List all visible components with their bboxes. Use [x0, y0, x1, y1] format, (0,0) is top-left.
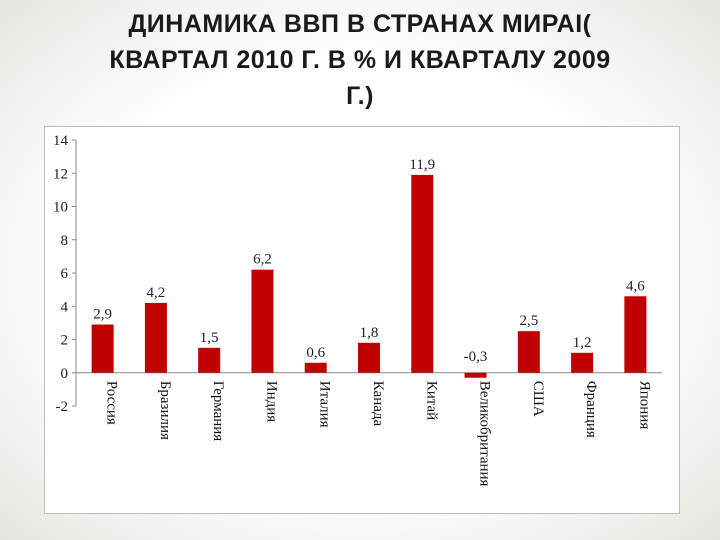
bar: [251, 269, 274, 373]
data-label: 4,2: [147, 285, 166, 301]
data-label: -0,3: [464, 349, 488, 365]
category-label: Германия: [210, 381, 226, 442]
data-label: 1,2: [573, 335, 592, 351]
y-tick-label: 4: [61, 299, 69, 315]
y-tick-label: -2: [56, 399, 69, 415]
y-tick-label: 2: [61, 333, 69, 349]
category-label: Франция: [583, 381, 599, 438]
data-label: 0,6: [306, 345, 325, 361]
title-line-2: КВАРТАЛ 2010 Г. В % И КВАРТАЛУ 2009: [109, 46, 611, 74]
bar: [198, 347, 221, 373]
chart-bars: [91, 174, 647, 378]
y-tick-label: 14: [53, 133, 69, 149]
data-label: 6,2: [253, 252, 272, 268]
bar: [304, 362, 327, 373]
category-label: США: [530, 381, 546, 417]
bar: [517, 331, 540, 373]
category-label: Италия: [317, 381, 333, 428]
y-tick-label: 8: [61, 233, 69, 249]
bar: [91, 324, 114, 373]
bar: [411, 174, 434, 373]
y-tick-label: 10: [53, 200, 68, 216]
category-label: Индия: [263, 381, 279, 423]
data-label: 1,8: [360, 325, 379, 341]
bar: [571, 352, 594, 373]
data-label: 11,9: [409, 157, 435, 173]
category-label: Китай: [423, 381, 439, 420]
y-tick-label: 0: [61, 366, 69, 382]
data-label: 4,6: [626, 278, 645, 294]
category-label: Бразилия: [157, 381, 173, 440]
y-axis-ticks: -2 0 2 4 6 8 10 12 14: [53, 133, 76, 415]
title-line-3: Г.): [346, 82, 374, 110]
category-label: Канада: [370, 381, 386, 427]
bar: [358, 342, 380, 373]
category-label: Великобритания: [477, 381, 493, 487]
title-line-1: ДИНАМИКА ВВП В СТРАНАХ МИРАI(: [128, 10, 592, 38]
data-label: 2,5: [519, 313, 538, 329]
bar: [464, 372, 487, 378]
data-label: 1,5: [200, 330, 219, 346]
data-label: 2,9: [93, 307, 112, 323]
bar: [624, 296, 647, 373]
value-labels: 2,9 4,2 1,5 6,2 0,6 1,8 11,9 -0,3 2,5 1,2 4,6: [93, 157, 645, 365]
slide-title: ДИНАМИКА ВВП В СТРАНАХ МИРАI( КВАРТАЛ 20…: [40, 6, 680, 114]
bar: [144, 302, 167, 373]
y-tick-label: 12: [53, 166, 68, 182]
category-labels: Россия Бразилия Германия Индия Италия Канада К…: [104, 381, 653, 487]
category-label: Россия: [104, 381, 120, 425]
y-tick-label: 6: [61, 266, 69, 282]
category-label: Япония: [636, 381, 652, 430]
